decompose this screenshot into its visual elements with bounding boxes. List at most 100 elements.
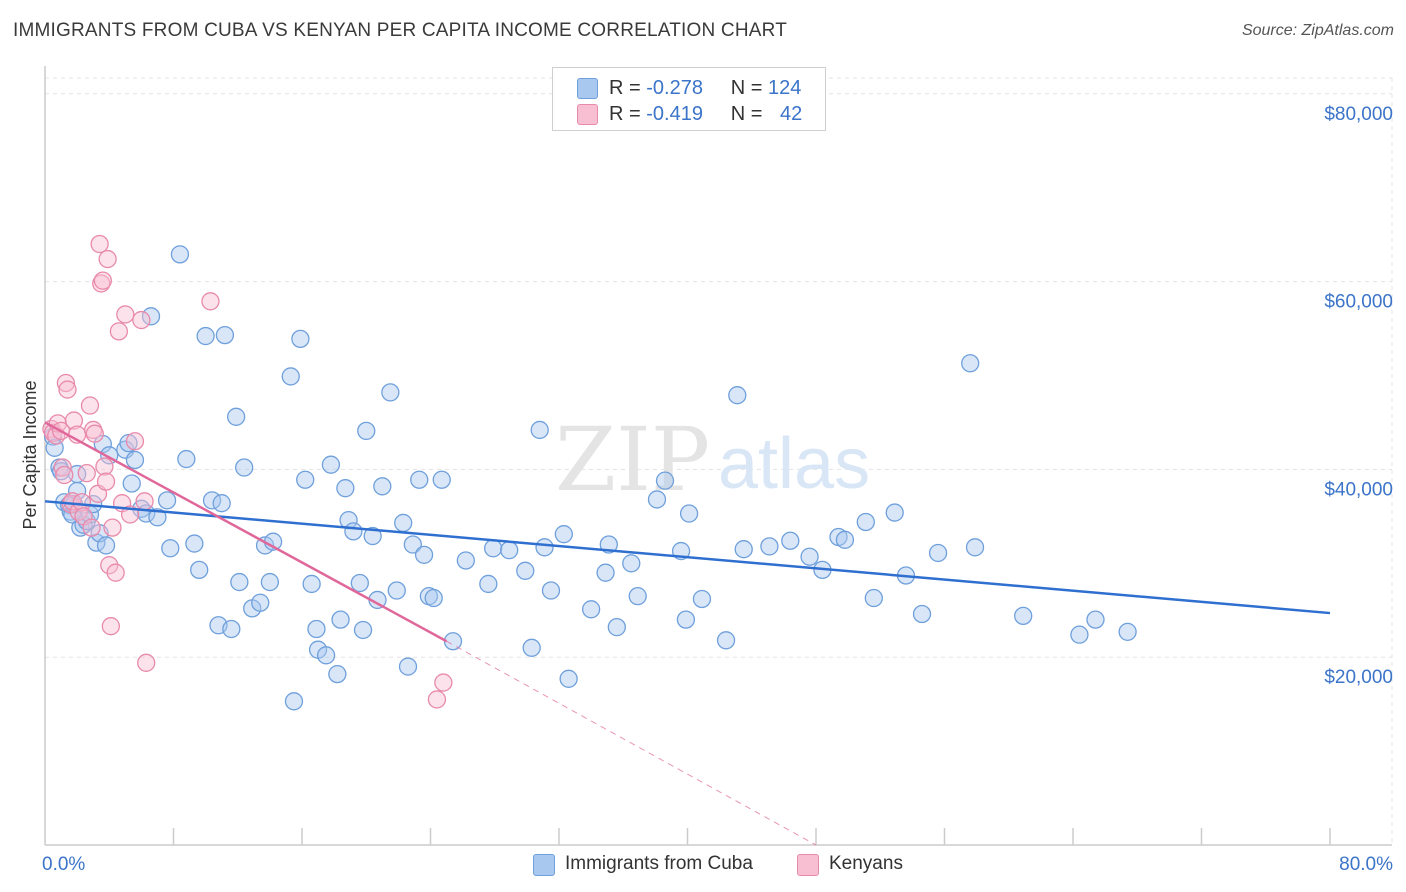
- kenyans-point: [90, 234, 109, 254]
- legend-n-label: N =: [730, 77, 763, 99]
- cuba-point: [387, 581, 406, 600]
- cuba-point: [581, 600, 601, 619]
- cuba-point: [96, 536, 116, 555]
- cuba-point: [535, 538, 554, 557]
- cuba-point: [961, 354, 980, 373]
- cuba-point: [424, 588, 443, 608]
- cuba-point: [157, 491, 177, 510]
- series-kenyans-points: [42, 234, 453, 709]
- cuba-point: [1118, 622, 1137, 641]
- x-tick-label: 0.0%: [42, 854, 85, 875]
- cuba-point: [835, 530, 855, 549]
- kenyans-point: [103, 518, 122, 537]
- cuba-point: [291, 329, 310, 349]
- cuba-point: [226, 407, 246, 426]
- kenyans-point: [63, 492, 82, 511]
- legend-n-value: 124: [768, 77, 802, 99]
- legend-swatch-cuba: [577, 78, 598, 99]
- cuba-point: [148, 508, 167, 527]
- cuba-point: [381, 383, 400, 402]
- legend-r-value: -0.278: [646, 77, 703, 99]
- cuba-point: [357, 421, 376, 441]
- kenyans-point: [72, 493, 92, 512]
- cuba-point: [864, 588, 883, 608]
- bottom-legend-label-kenyans: Kenyans: [829, 853, 903, 874]
- cuba-point: [541, 581, 561, 600]
- cuba-point: [647, 490, 667, 509]
- kenyans-point: [80, 396, 100, 415]
- kenyans-point: [106, 563, 125, 582]
- cuba-point: [500, 540, 519, 560]
- y-axis-label: Per Capita Income: [20, 380, 40, 529]
- cuba-point: [410, 470, 429, 489]
- cuba-point: [353, 620, 373, 640]
- cuba-point: [596, 563, 615, 582]
- cuba-point: [196, 326, 215, 346]
- y-tick-label: $20,000: [1324, 667, 1393, 688]
- cuba-point: [373, 477, 392, 496]
- cuba-point: [363, 526, 382, 546]
- watermark-atlas: atlas: [718, 424, 870, 504]
- series-cuba-points: [43, 245, 1137, 711]
- cuba-point: [622, 554, 641, 573]
- cuba-point: [856, 512, 875, 532]
- cuba-point: [607, 617, 626, 637]
- x-tick-label: 80.0%: [1339, 854, 1393, 875]
- cuba-point: [296, 470, 315, 489]
- cuba-point: [1070, 625, 1089, 644]
- kenyans-point: [201, 292, 220, 311]
- cuba-point: [522, 638, 541, 657]
- watermark: ZIP atlas: [555, 408, 870, 511]
- legend-r-label: R =: [609, 103, 641, 125]
- cuba-point: [177, 449, 196, 469]
- cuba-point: [170, 245, 190, 264]
- trend-line-cuba: [44, 500, 1331, 615]
- kenyans-point: [85, 424, 104, 443]
- cuba-point: [559, 669, 578, 688]
- cuba-point: [760, 537, 779, 556]
- cuba-point: [885, 503, 904, 522]
- cuba-point: [260, 572, 280, 592]
- bottom-legend-swatch-kenyans: [797, 854, 819, 876]
- cuba-point: [414, 545, 434, 564]
- cuba-point: [281, 367, 300, 386]
- cuba-point: [728, 386, 747, 405]
- cuba-point: [676, 610, 696, 629]
- cuba-point: [403, 535, 422, 554]
- kenyans-point: [56, 373, 76, 393]
- cuba-point: [344, 522, 363, 541]
- cuba-point: [190, 560, 209, 580]
- chart-title: IMMIGRANTS FROM CUBA VS KENYAN PER CAPIT…: [13, 20, 787, 41]
- kenyans-point: [92, 274, 111, 293]
- y-tick-label: $40,000: [1324, 479, 1393, 500]
- cuba-point: [350, 573, 369, 593]
- cuba-point: [965, 538, 985, 557]
- cuba-point: [432, 470, 451, 489]
- source-label: Source: ZipAtlas.com: [1241, 22, 1394, 39]
- watermark-zip: ZIP: [555, 408, 710, 511]
- cuba-point: [230, 572, 249, 592]
- cuba-point: [692, 589, 712, 609]
- legend-n-label: N =: [730, 103, 763, 125]
- bottom-legend-label-cuba: Immigrants from Cuba: [565, 853, 753, 874]
- cuba-point: [1086, 610, 1105, 629]
- y-tick-label: $60,000: [1324, 292, 1393, 313]
- axes: [44, 66, 1392, 846]
- kenyans-point: [95, 457, 114, 476]
- cuba-point: [336, 479, 355, 498]
- y-tick-labels: $20,000 $40,000 $60,000 $80,000: [1324, 104, 1393, 688]
- cuba-point: [530, 420, 549, 440]
- cuba-point: [781, 531, 800, 550]
- cuba-point: [516, 561, 535, 580]
- trend-lines: [44, 421, 1331, 846]
- kenyans-point: [434, 673, 453, 692]
- cuba-point: [122, 474, 141, 493]
- cuba-point: [284, 692, 304, 711]
- cuba-point: [185, 534, 204, 553]
- kenyans-point: [64, 411, 84, 430]
- kenyans-point: [93, 271, 112, 290]
- kenyans-point: [109, 322, 129, 341]
- cuba-point: [119, 433, 138, 453]
- kenyans-point: [58, 380, 77, 399]
